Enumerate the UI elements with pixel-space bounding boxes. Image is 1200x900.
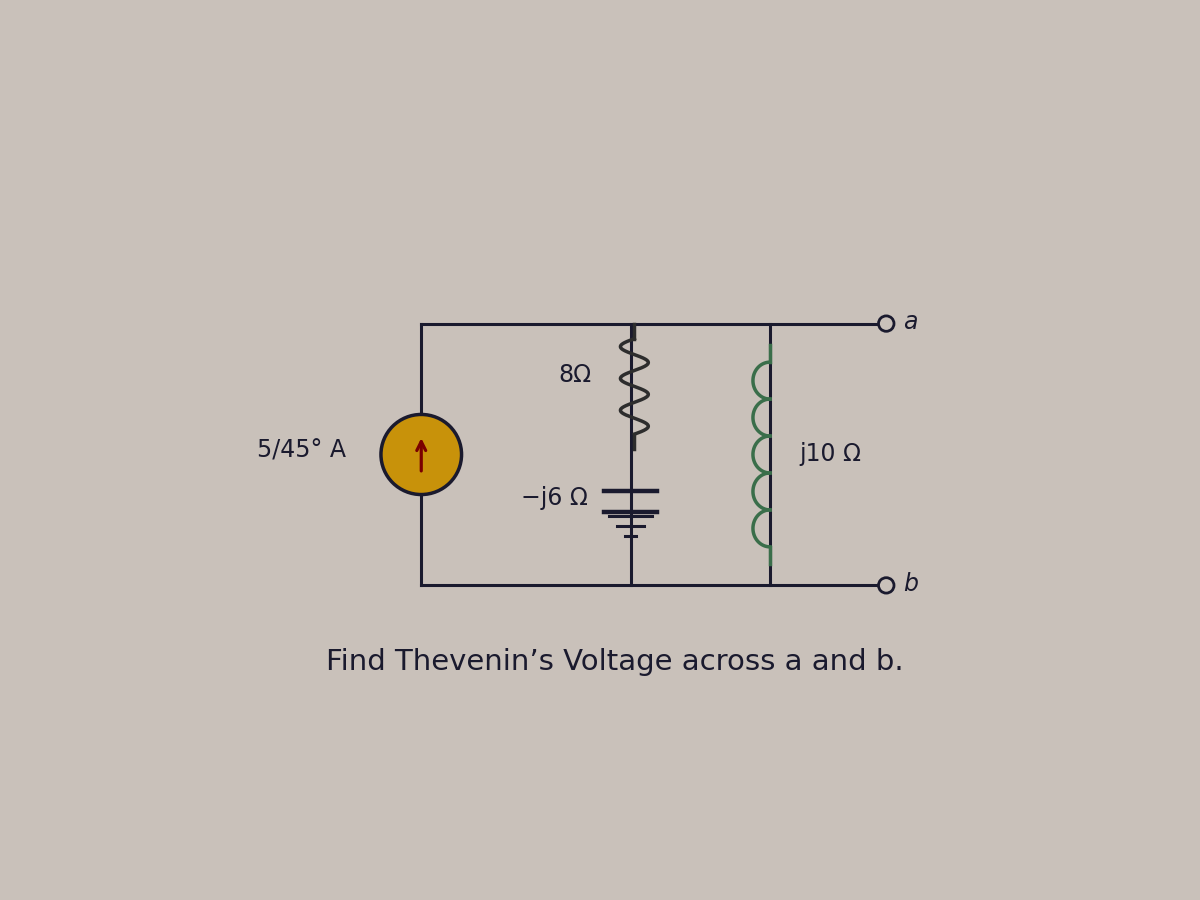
Text: 5/45° A: 5/45° A: [257, 438, 346, 463]
Text: a: a: [904, 310, 918, 334]
Text: b: b: [904, 572, 918, 596]
Text: −j6 Ω: −j6 Ω: [521, 486, 588, 509]
Circle shape: [878, 578, 894, 593]
Circle shape: [878, 316, 894, 331]
Text: 8Ω: 8Ω: [559, 363, 592, 387]
Text: j10 Ω: j10 Ω: [799, 443, 862, 466]
Text: Find Thevenin’s Voltage across a and b.: Find Thevenin’s Voltage across a and b.: [326, 648, 904, 677]
Circle shape: [380, 415, 462, 494]
